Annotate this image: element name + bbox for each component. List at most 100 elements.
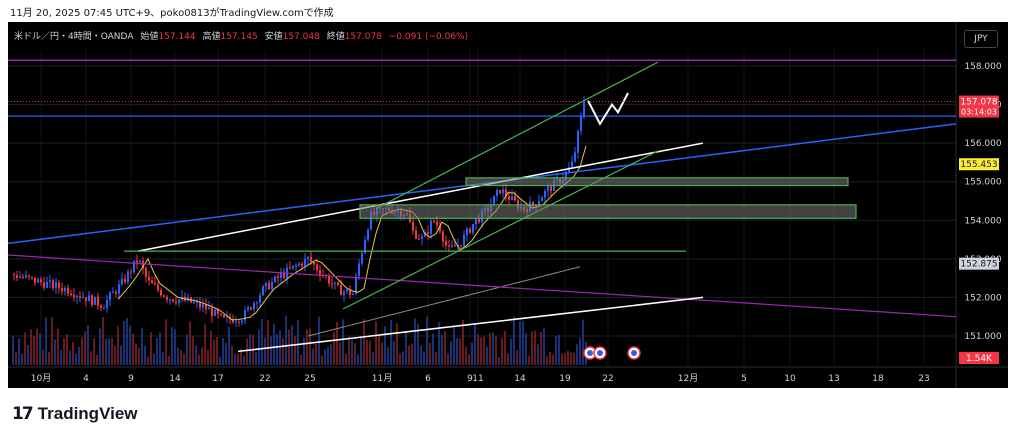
volume-bar — [294, 335, 296, 365]
candle-body — [169, 299, 171, 301]
candle-body — [475, 219, 477, 225]
x-tick-label: 10月 — [31, 373, 51, 384]
flag-us-icon-inner — [587, 350, 593, 356]
volume-bar — [180, 349, 182, 365]
candle-body — [22, 276, 24, 278]
chart-panel[interactable]: 158.000157.000156.000155.000154.000153.0… — [8, 22, 1008, 388]
candle-body — [142, 260, 144, 269]
candle-body — [67, 288, 69, 294]
currency-button[interactable]: JPY — [964, 30, 998, 48]
volume-bar — [507, 353, 509, 365]
volume-bar — [582, 319, 584, 365]
volume-bar — [282, 338, 284, 365]
candle-body — [352, 293, 354, 295]
volume-bar — [243, 355, 245, 365]
volume-bar — [480, 337, 482, 365]
candle-body — [571, 161, 573, 168]
volume-bar — [207, 350, 209, 365]
volume-bar — [441, 334, 443, 365]
candle-body — [220, 313, 222, 315]
candle-body — [34, 277, 36, 283]
volume-bar — [396, 323, 398, 365]
candle-body — [583, 102, 585, 116]
candle-body — [52, 280, 54, 289]
volume-bar — [18, 338, 20, 365]
volume-bar — [354, 343, 356, 365]
candle-body — [253, 302, 255, 310]
volume-bar — [273, 323, 275, 365]
candle-body — [358, 263, 360, 277]
volume-bar — [255, 351, 257, 365]
candle-body — [136, 260, 138, 263]
candle-body — [355, 276, 357, 294]
volume-bar — [426, 316, 428, 365]
candle-body — [247, 307, 249, 311]
volume-bar — [486, 346, 488, 365]
volume-bar — [129, 325, 131, 365]
volume-bar — [192, 336, 194, 365]
candle-body — [91, 295, 93, 305]
candle-body — [28, 275, 30, 277]
candle-body — [259, 295, 261, 303]
volume-bar — [576, 343, 578, 365]
candle-body — [451, 245, 453, 247]
volume-bar — [57, 328, 59, 365]
candle-body — [37, 279, 39, 283]
candle-body — [310, 257, 312, 262]
volume-bar — [501, 337, 503, 365]
volume-bar — [285, 316, 287, 365]
price-label-box — [959, 158, 999, 171]
candle-body — [13, 274, 15, 276]
volume-bar — [324, 349, 326, 365]
trend-purple-line — [8, 254, 957, 318]
volume-bar — [372, 351, 374, 365]
trend-white-upper — [137, 142, 704, 252]
x-tick-label: 5 — [741, 374, 747, 384]
candle-body — [331, 283, 333, 285]
volume-bar — [66, 334, 68, 365]
volume-bar — [327, 347, 329, 365]
volume-bar — [132, 333, 134, 365]
candle-body — [205, 304, 207, 310]
volume-bar — [39, 333, 41, 365]
volume-bar — [369, 340, 371, 365]
volume-bar — [63, 338, 65, 365]
volume-bar — [330, 344, 332, 365]
price-label-box — [959, 257, 999, 270]
candle-body — [292, 265, 294, 269]
volume-bar — [555, 336, 557, 365]
price-label-text: 157.078 — [960, 98, 997, 108]
volume-bar — [477, 334, 479, 365]
volume-bar — [99, 328, 101, 365]
volume-bar — [498, 356, 500, 365]
volume-bar — [468, 354, 470, 365]
volume-bar — [228, 326, 230, 365]
candle-body — [70, 293, 72, 295]
volume-bar — [147, 356, 149, 365]
candle-body — [502, 189, 504, 194]
volume-bar — [30, 329, 32, 365]
volume-bar — [126, 318, 128, 365]
volume-bar — [573, 352, 575, 365]
volume-bar — [186, 334, 188, 365]
volume-bar — [198, 354, 200, 365]
candle-body — [151, 280, 153, 284]
candle-body — [226, 316, 228, 318]
volume-bar — [171, 327, 173, 365]
volume-bar — [138, 347, 140, 365]
candle-body — [79, 296, 81, 298]
volume-bar — [360, 337, 362, 365]
volume-bar — [378, 334, 380, 365]
x-tick-label: 17 — [212, 374, 223, 384]
x-tick-label: 12月 — [678, 373, 698, 384]
candle-body — [109, 292, 111, 300]
candle-body — [280, 273, 282, 279]
channel-green-upper — [375, 61, 659, 210]
volume-bar — [450, 341, 452, 365]
x-tick-label: 14 — [169, 374, 181, 384]
volume-bar — [579, 337, 581, 365]
candle-body — [577, 130, 579, 153]
candle-body — [538, 201, 540, 206]
price-chart[interactable]: 158.000157.000156.000155.000154.000153.0… — [8, 22, 1008, 388]
volume-bar — [540, 331, 542, 365]
